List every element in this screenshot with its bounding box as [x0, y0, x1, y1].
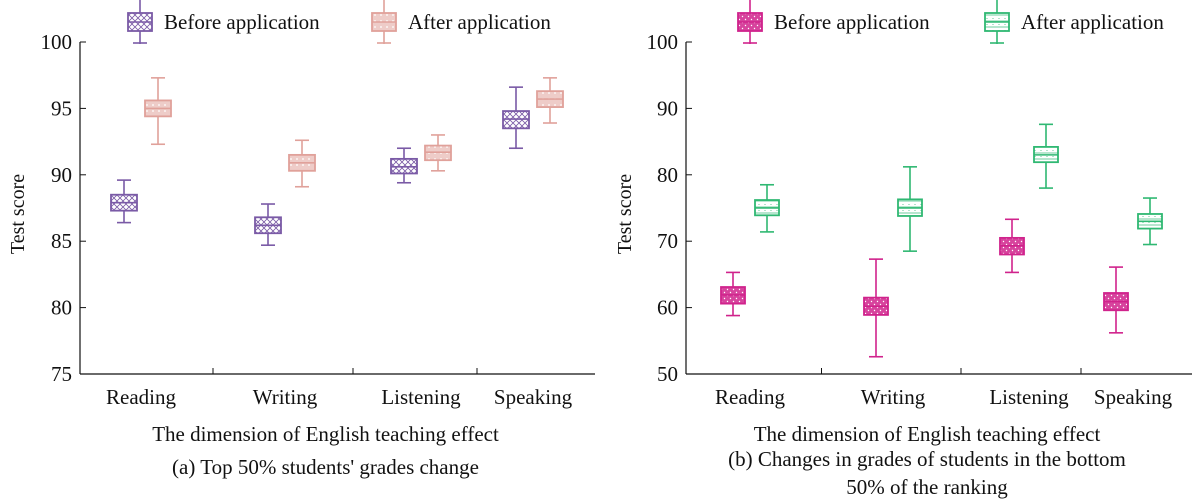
legend-label: Before application — [774, 10, 930, 34]
box-before-application-writing — [254, 203, 282, 246]
box-before-application-listening — [390, 147, 418, 184]
x-tick-label: Reading — [106, 385, 176, 409]
y-tick-label: 85 — [51, 229, 72, 253]
x-axis-label: The dimension of English teaching effect — [754, 422, 1101, 446]
panel-caption: 50% of the ranking — [846, 475, 1008, 499]
box-after-application-reading — [144, 77, 172, 146]
legend-entry-after-application: After application — [984, 0, 1164, 44]
panel-caption: (b) Changes in grades of students in the… — [728, 447, 1126, 471]
box-after-application-writing — [897, 166, 923, 252]
box-after-application-speaking — [1137, 197, 1163, 246]
y-tick-label: 100 — [647, 30, 679, 54]
panel-a: 75 80 85 90 95 100 Reading Writing Listening Spea… — [7, 0, 595, 479]
box-after-application-speaking — [536, 77, 564, 124]
box-before-application-reading — [110, 179, 138, 224]
y-tick-label: 90 — [51, 163, 72, 187]
legend-label: After application — [408, 10, 551, 34]
box-before-application-writing — [863, 258, 889, 358]
y-tick-label: 80 — [51, 296, 72, 320]
x-tick-label: Writing — [861, 385, 926, 409]
box-after-application-reading — [754, 183, 780, 233]
y-tick-label: 90 — [657, 96, 678, 120]
box-before-application-reading — [720, 271, 746, 317]
legend-entry-before-application: Before application — [127, 0, 320, 44]
box-after-application-writing — [288, 139, 316, 188]
y-tick-label: 75 — [51, 362, 72, 386]
y-axis-label: Test score — [614, 174, 636, 254]
panel-b: 50 60 70 80 90 100 Reading Writing Listening Spea… — [614, 0, 1192, 499]
y-tick-label: 50 — [657, 362, 678, 386]
x-axis-label: The dimension of English teaching effect — [152, 422, 499, 446]
legend-entry-after-application: After application — [371, 0, 551, 44]
x-tick-label: Speaking — [1094, 385, 1173, 409]
y-tick-label: 70 — [657, 229, 678, 253]
y-tick-label: 95 — [51, 96, 72, 120]
legend-label: Before application — [164, 10, 320, 34]
box-after-application-listening — [1033, 123, 1059, 189]
box-before-application-speaking — [502, 86, 530, 150]
box-before-application-speaking — [1103, 266, 1129, 334]
y-tick-label: 100 — [41, 30, 73, 54]
box-before-application-listening — [999, 218, 1025, 274]
x-tick-label: Reading — [715, 385, 785, 409]
y-tick-label: 80 — [657, 163, 678, 187]
x-tick-label: Listening — [381, 385, 461, 409]
y-axis-label: Test score — [7, 174, 29, 254]
legend-label: After application — [1021, 10, 1164, 34]
legend-entry-before-application: Before application — [737, 0, 930, 44]
panel-caption: (a) Top 50% students' grades change — [172, 455, 479, 479]
x-tick-label: Listening — [989, 385, 1069, 409]
x-tick-label: Speaking — [494, 385, 573, 409]
x-tick-label: Writing — [253, 385, 318, 409]
box-after-application-listening — [424, 134, 452, 172]
y-tick-label: 60 — [657, 296, 678, 320]
